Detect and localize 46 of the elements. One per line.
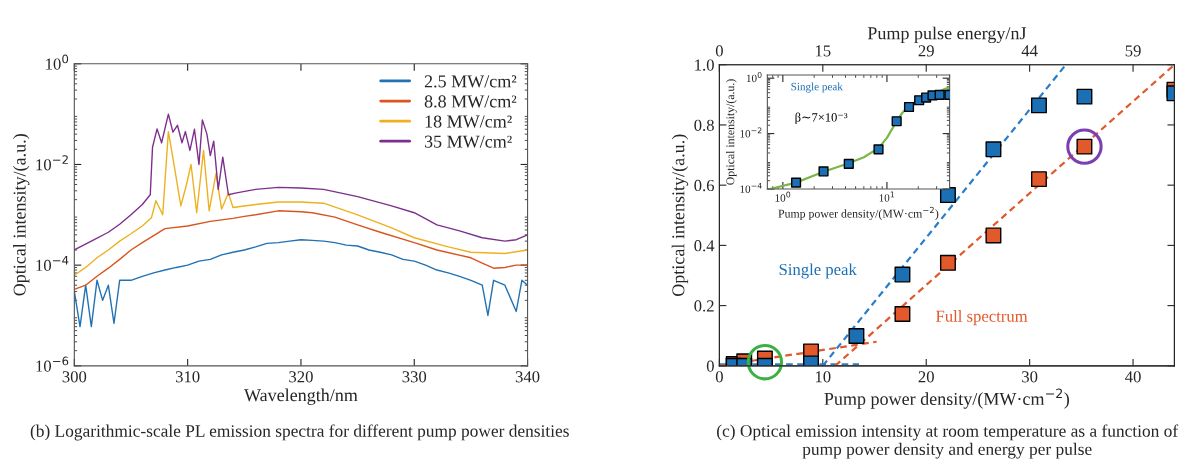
- x2-tick-label: 29: [918, 45, 934, 57]
- y-tick-label: 10$^{0}$: [746, 72, 762, 83]
- x2-tick-label: 0: [715, 45, 723, 57]
- y-tick-label: 0.8: [694, 119, 714, 131]
- annotation: Full spectrum: [936, 310, 1028, 326]
- y-tick-label: 10$^{−2}$: [36, 155, 68, 171]
- y-axis-title: Optical intensity/(a.u.): [725, 79, 737, 185]
- x-tick-label: 300: [62, 371, 87, 383]
- x-axis-title: Wavelength/nm: [244, 388, 358, 405]
- x2-tick-label: 15: [815, 45, 831, 57]
- y-axis-title: Optical intensity/(a.u.): [671, 134, 689, 297]
- x-tick-label: 10: [815, 371, 831, 383]
- x-tick-label: 310: [175, 371, 200, 383]
- annotation: β∼7×10⁻³: [795, 112, 848, 125]
- y-tick-label: 0.4: [694, 240, 715, 252]
- y-tick-label: 10$^{−2}$: [740, 127, 762, 138]
- y-tick-label: 1.0: [695, 59, 714, 71]
- y-tick-label: 0.6: [694, 179, 715, 192]
- x-axis-title: Pump power density/(MW·cm$^{−2}$): [778, 206, 939, 221]
- x-tick-label: 0: [715, 371, 723, 383]
- text: (b) Logarithmic-scale PL emission spectra for different pump power densities: [30, 424, 569, 441]
- x-tick-label: 340: [515, 371, 540, 383]
- legend-label: 8.8 MW/cm²: [424, 95, 517, 108]
- y-tick-label: 0.2: [694, 300, 714, 312]
- y-tick-label: 10$^{0}$: [46, 54, 69, 70]
- y-tick-label: 0: [706, 360, 714, 372]
- x2-tick-label: 44: [1021, 45, 1038, 57]
- y-tick-label: 10$^{−4}$: [740, 182, 762, 193]
- y-axis-title: Optical intensity/(a.u.): [13, 134, 30, 296]
- legend-label: 18 MW/cm²: [425, 115, 512, 128]
- y-tick-label: 10$^{−4}$: [36, 255, 69, 271]
- x-tick-label: 10$^{1}$: [879, 191, 895, 202]
- x-tick-label: 20: [918, 371, 934, 383]
- x-axis-title: Pump power density/(MW·cm$^{−2}$): [824, 388, 1070, 409]
- x2-axis-title: Pump pulse energy/nJ: [867, 26, 1027, 44]
- annotation: Single peak: [791, 82, 843, 93]
- legend-label: 2.5 MW/cm²: [424, 75, 517, 88]
- legend-label: 35 MW/cm²: [424, 135, 512, 148]
- x-tick-label: 30: [1022, 371, 1038, 383]
- x-tick-label: 40: [1125, 371, 1141, 383]
- text: (c) Optical emission intensity at room temperature as a function of pump power density and energy per pulse: [717, 424, 1179, 459]
- x-tick-label: 320: [289, 371, 313, 383]
- annotation: Single peak: [779, 263, 857, 279]
- x-tick-label: 330: [402, 371, 427, 383]
- x2-tick-label: 59: [1125, 45, 1141, 57]
- y-tick-label: 10$^{−6}$: [36, 356, 69, 372]
